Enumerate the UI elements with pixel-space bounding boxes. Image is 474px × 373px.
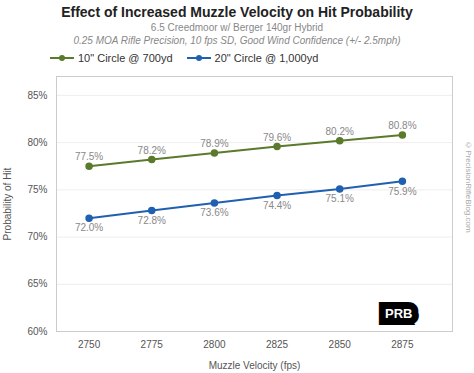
svg-text:Muzzle Velocity (fps): Muzzle Velocity (fps) <box>209 360 301 371</box>
svg-text:65%: 65% <box>27 278 47 289</box>
svg-text:75%: 75% <box>27 184 47 195</box>
svg-text:72.0%: 72.0% <box>75 222 103 233</box>
svg-text:2800: 2800 <box>203 339 226 350</box>
svg-text:75.1%: 75.1% <box>326 193 354 204</box>
svg-text:2775: 2775 <box>141 339 164 350</box>
html-text:10" Circle @ 700yd: 10" Circle @ 700yd <box>78 52 173 64</box>
svg-text:2825: 2825 <box>266 339 289 350</box>
svg-text:85%: 85% <box>27 90 47 101</box>
svg-text:80%: 80% <box>27 137 47 148</box>
svg-text:Probability of Hit: Probability of Hit <box>2 167 13 240</box>
html-text:6.5 Creedmoor w/ Berger 140gr: 6.5 Creedmoor w/ Berger 140gr Hybrid <box>150 22 324 33</box>
svg-text:78.9%: 78.9% <box>200 138 228 149</box>
svg-text:PRB: PRB <box>385 306 412 321</box>
svg-text:2750: 2750 <box>78 339 101 350</box>
svg-text:73.6%: 73.6% <box>200 207 228 218</box>
svg-text:78.2%: 78.2% <box>138 145 166 156</box>
svg-text:77.5%: 77.5% <box>75 151 103 162</box>
svg-text:60%: 60% <box>27 326 47 337</box>
svg-text:72.8%: 72.8% <box>138 215 166 226</box>
svg-text:80.2%: 80.2% <box>326 126 354 137</box>
svg-text:79.6%: 79.6% <box>263 132 291 143</box>
html-text:Effect of Increased Muzzle Vel: Effect of Increased Muzzle Velocity on H… <box>61 4 413 20</box>
svg-text:2850: 2850 <box>329 339 352 350</box>
svg-text:74.4%: 74.4% <box>263 200 291 211</box>
html-text:20" Circle @ 1,000yd: 20" Circle @ 1,000yd <box>214 52 319 64</box>
html-text:0.25 MOA Rifle Precision, 10 f: 0.25 MOA Rifle Precision, 10 fps SD, Goo… <box>73 35 401 46</box>
svg-text:70%: 70% <box>27 231 47 242</box>
svg-text:80.8%: 80.8% <box>388 120 416 131</box>
svg-text:75.9%: 75.9% <box>388 186 416 197</box>
html-text:©PrecisionRifleBlog.com: ©PrecisionRifleBlog.com <box>464 140 473 233</box>
svg-text:2875: 2875 <box>391 339 414 350</box>
